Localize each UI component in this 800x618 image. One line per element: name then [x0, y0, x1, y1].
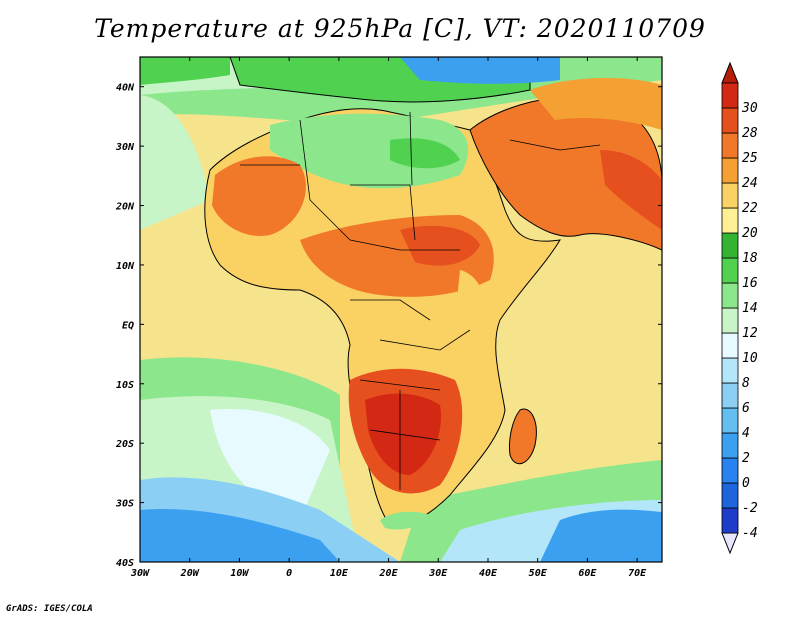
map-field	[140, 57, 662, 562]
lat-label: 40S	[116, 558, 134, 569]
border-line	[369, 429, 441, 441]
lon-label: 20W	[180, 568, 200, 579]
colorbar-box	[721, 282, 739, 309]
colorbar-level-label: 22	[742, 201, 758, 216]
cape-cool-zone	[380, 511, 430, 530]
south-indian-band-4	[540, 509, 662, 562]
colorbar-box	[721, 407, 739, 434]
border-line	[509, 139, 601, 151]
colorbar-level-label: 30	[741, 101, 758, 116]
sudan-hottest	[400, 225, 480, 266]
east-africa-highland	[455, 270, 487, 339]
lat-label: 30S	[115, 499, 134, 510]
grads-credit: GrADS: IGES/COLA	[6, 604, 93, 614]
colorbar-box	[721, 357, 739, 384]
south-atlantic-band-4	[140, 509, 340, 562]
colorbar-level-label: 25	[742, 151, 758, 166]
west-africa-hot-zone	[212, 156, 306, 236]
colorbar-level-label: 28	[742, 126, 758, 141]
colorbar-box	[721, 132, 739, 159]
lat-label: EQ	[122, 320, 134, 331]
colorbar-level-label: 20	[742, 226, 758, 241]
colorbar-box	[721, 232, 739, 259]
colorbar-level-label: 6	[742, 401, 750, 416]
latitude-labels: 40N 30N 20N 10N EQ 10S 20S 30S 40S	[115, 83, 135, 569]
lat-label: 40N	[116, 83, 135, 94]
colorbar-box	[721, 257, 739, 284]
lon-label: 50E	[529, 568, 548, 579]
colorbar-box	[721, 457, 739, 484]
libya-cool-zone	[390, 138, 460, 169]
lon-label: 30E	[428, 568, 448, 579]
colorbar-level-label: 12	[742, 326, 758, 341]
colorbar-box	[721, 307, 739, 334]
north-atlantic-band	[140, 95, 210, 230]
border-line	[379, 329, 471, 351]
lon-label: 40E	[479, 568, 498, 579]
colorbar-box	[721, 157, 739, 184]
colorbar-box	[721, 182, 739, 209]
colorbar-box	[721, 82, 739, 109]
lon-label: 10E	[330, 568, 349, 579]
lat-label: 10S	[116, 380, 134, 391]
colorbar-box	[721, 507, 739, 534]
lat-label: 20N	[115, 202, 135, 213]
colorbar-level-label: -2	[742, 501, 758, 516]
iran-region	[530, 78, 662, 130]
longitude-labels: 30W 20W 10W 0 10E 20E 30E 40E 50E 60E 70E	[130, 568, 647, 579]
map-frame	[139, 56, 663, 563]
madagascar	[509, 408, 537, 465]
border-line	[409, 111, 413, 186]
lon-label: 30W	[130, 568, 150, 579]
eastern-europe-cool	[400, 57, 560, 84]
colorbar-level-label: 0	[742, 476, 750, 491]
border-line	[299, 119, 351, 241]
colorbar-box	[721, 482, 739, 509]
map-title: Temperature at 925hPa [C], VT: 202011070…	[94, 14, 706, 43]
border-line	[350, 299, 431, 321]
country-borders	[240, 111, 601, 490]
colorbar-level-label: 14	[742, 301, 758, 316]
lon-label: 70E	[628, 568, 647, 579]
border-line	[349, 239, 460, 251]
lat-label: 10N	[116, 261, 135, 272]
colorbar-level-label: 2	[742, 451, 750, 466]
north-atlantic-cool	[140, 57, 230, 85]
sahara-cool-zone	[270, 113, 469, 189]
border-line	[359, 379, 441, 391]
colorbar-level-label: 10	[742, 351, 758, 366]
lat-label: 20S	[115, 439, 134, 450]
colorbar-min-arrow	[721, 532, 739, 555]
colorbar-level-label: 8	[742, 376, 750, 391]
lon-label: 10W	[230, 568, 249, 579]
colorbar-level-label: 18	[742, 251, 758, 266]
lat-label: 30N	[115, 142, 135, 153]
south-atlantic-band-10	[210, 409, 330, 520]
colorbar-level-label: 16	[742, 276, 758, 291]
colorbar-level-label: 4	[742, 426, 750, 441]
lon-label: 20E	[379, 568, 399, 579]
axis-ticks	[139, 57, 662, 563]
border-line	[350, 184, 416, 241]
colorbar-level-label: -4	[742, 526, 758, 541]
colorbar-box	[721, 432, 739, 459]
colorbar	[721, 61, 739, 555]
colorbar-max-arrow	[721, 61, 739, 84]
lon-label: 0	[286, 568, 292, 579]
colorbar-level-label: 24	[742, 176, 758, 191]
colorbar-box	[721, 107, 739, 134]
lon-label: 60E	[578, 568, 597, 579]
colorbar-box	[721, 207, 739, 234]
colorbar-box	[721, 382, 739, 409]
india-hot-area	[600, 150, 662, 230]
colorbar-box	[721, 332, 739, 359]
